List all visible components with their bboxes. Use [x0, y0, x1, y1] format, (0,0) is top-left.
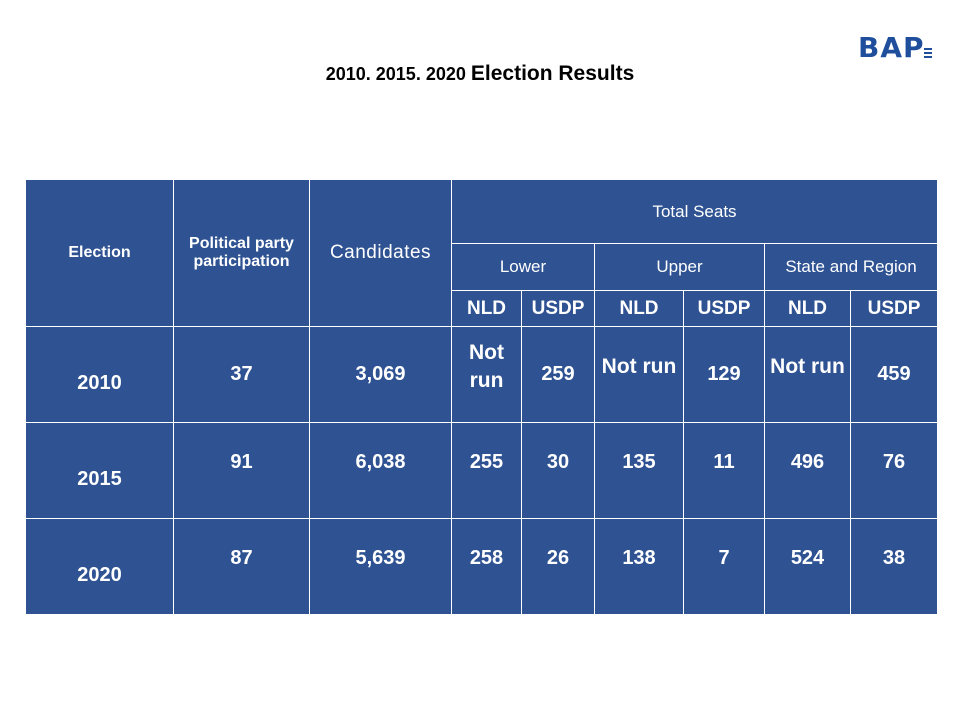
header-total-seats: Total Seats — [450, 179, 939, 244]
cell-upper-nld: 135 — [594, 422, 684, 519]
cell-lower-usdp: 26 — [521, 518, 595, 615]
header-party: NLD — [764, 290, 851, 327]
table-row: 2020 87 5,639 258 26 138 7 524 38 — [25, 518, 939, 615]
cell-lower-usdp: 30 — [521, 422, 595, 519]
logo-bar — [924, 52, 932, 54]
header-row: NLD USDP NLD USDP NLD USDP — [26, 290, 939, 327]
cell-sr-nld: 524 — [764, 518, 851, 615]
cell-participation: 37 — [173, 326, 310, 423]
cell-year: 2015 — [25, 422, 174, 519]
cell-candidates: 5,639 — [309, 518, 452, 615]
cell-year: 2020 — [25, 518, 174, 615]
cell-upper-usdp: 129 — [683, 326, 765, 423]
logo-text: BAP — [858, 31, 925, 64]
cell-lower-nld: Not run — [451, 326, 522, 423]
cell-upper-usdp: 11 — [683, 422, 765, 519]
cell-sr-usdp: 76 — [849, 422, 939, 519]
header-election: Election — [25, 179, 174, 327]
cell-sr-usdp: 38 — [849, 518, 939, 615]
cell-year: 2010 — [25, 326, 174, 423]
cell-upper-nld: Not run — [594, 326, 684, 423]
header-party: USDP — [521, 290, 595, 327]
cell-upper-usdp: 7 — [683, 518, 765, 615]
header-row: Lower Upper State and Region — [26, 243, 939, 291]
cell-sr-nld: Not run — [764, 326, 851, 423]
title-text: Election Results — [470, 62, 635, 85]
cell-lower-nld: 255 — [451, 422, 522, 519]
header-candidates: Candidates — [309, 179, 452, 327]
cell-sr-nld: 496 — [764, 422, 851, 519]
election-results-table: Election Political party participation C… — [25, 179, 939, 615]
table-row: 2010 37 3,069 Not run 259 Not run 129 No… — [25, 326, 939, 423]
header-upper: Upper — [594, 243, 765, 291]
cell-sr-usdp: 459 — [849, 326, 939, 423]
header-party: NLD — [594, 290, 684, 327]
title-years: 2010. 2015. 2020 — [325, 64, 471, 84]
header-participation: Political party participation — [173, 179, 310, 327]
header-state-region: State and Region — [763, 243, 939, 291]
cell-lower-usdp: 259 — [521, 326, 595, 423]
header-row: Election Political party participation C… — [25, 179, 939, 327]
table-row: 2015 91 6,038 255 30 135 11 496 76 — [25, 422, 939, 519]
cell-lower-nld: 258 — [451, 518, 522, 615]
header-party: USDP — [683, 290, 765, 327]
cell-participation: 87 — [173, 518, 310, 615]
logo-bar — [924, 48, 932, 50]
cell-candidates: 3,069 — [309, 326, 452, 423]
logo-bar — [924, 56, 932, 58]
header-party: USDP — [849, 290, 939, 327]
header-lower: Lower — [451, 243, 595, 291]
cell-candidates: 6,038 — [309, 422, 452, 519]
header-party: NLD — [451, 290, 522, 327]
page-title: 2010. 2015. 2020 Election Results — [0, 62, 960, 86]
bap-logo: BAP — [858, 32, 938, 64]
cell-participation: 91 — [173, 422, 310, 519]
cell-upper-nld: 138 — [594, 518, 684, 615]
